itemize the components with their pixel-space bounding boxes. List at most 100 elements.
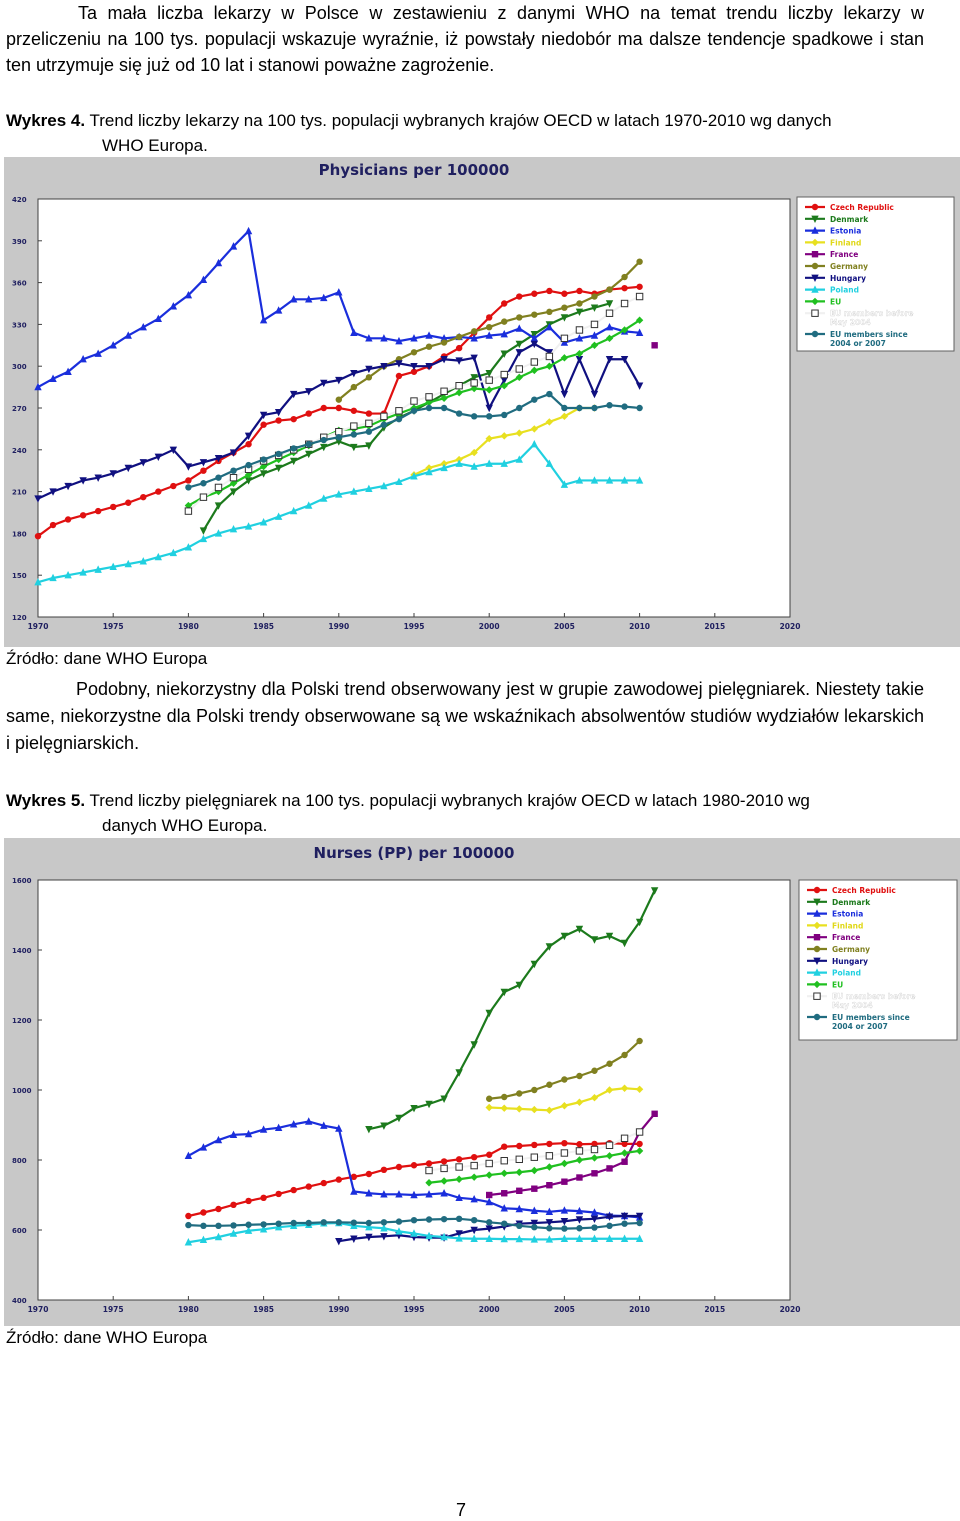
data-point (365, 1219, 373, 1227)
data-point (561, 1140, 568, 1147)
data-point (485, 1225, 493, 1233)
data-point (305, 441, 312, 448)
data-point (305, 450, 313, 459)
legend-label: France (832, 933, 860, 942)
data-point (486, 1191, 493, 1199)
series-estonia (34, 226, 644, 391)
data-point (455, 1230, 463, 1238)
legend-swatch-marker (811, 330, 819, 338)
data-point (575, 1206, 584, 1215)
data-point (335, 404, 342, 412)
y-tick-label: 330 (12, 321, 27, 329)
data-point (274, 512, 283, 520)
data-point (591, 293, 598, 300)
data-point (486, 323, 493, 331)
data-point (606, 402, 613, 409)
data-point (621, 1051, 628, 1059)
data-point (530, 334, 539, 342)
data-point (560, 334, 569, 343)
data-point (575, 1216, 584, 1224)
data-point (184, 501, 193, 510)
data-point (244, 1129, 253, 1138)
data-point (320, 443, 328, 452)
data-point (34, 577, 42, 586)
legend-label: Czech Republic (830, 203, 894, 212)
figure5-caption-line2: danych WHO Europa. (102, 816, 268, 835)
legend-swatch-marker (813, 886, 821, 894)
data-point (590, 1145, 599, 1154)
data-point (305, 410, 312, 417)
y-tick-label: 300 (12, 363, 27, 371)
data-point (244, 432, 253, 441)
data-point (501, 411, 508, 419)
data-point (289, 506, 298, 515)
data-point (545, 352, 554, 361)
data-point (455, 344, 463, 352)
data-point (485, 1234, 493, 1242)
data-point (530, 1166, 539, 1175)
data-point (260, 1221, 267, 1228)
data-point (530, 425, 539, 433)
x-tick-label: 2005 (554, 1305, 575, 1314)
data-point (410, 472, 418, 480)
data-point (94, 349, 102, 357)
data-point (621, 403, 628, 410)
data-point (425, 1231, 433, 1240)
data-point (425, 1216, 433, 1223)
data-point (470, 1226, 478, 1235)
data-point (530, 1219, 539, 1228)
y-tick-label: 420 (12, 196, 27, 204)
data-point (485, 1009, 493, 1018)
legend-swatch-marker (811, 262, 819, 270)
data-point (365, 1126, 373, 1134)
legend-swatch-marker (811, 251, 819, 258)
legend-item: EU members since 2004 or 2007 (805, 330, 908, 348)
data-point (199, 459, 208, 467)
legend-item: Hungary (807, 957, 868, 966)
data-point (635, 328, 644, 336)
data-point (259, 1225, 268, 1233)
data-point (274, 464, 283, 473)
data-point (485, 376, 493, 384)
x-tick-label: 1985 (253, 1305, 274, 1314)
data-point (425, 363, 433, 371)
data-point (501, 300, 508, 307)
data-point (169, 302, 178, 310)
data-point (560, 412, 569, 421)
legend-item: Czech Republic (807, 886, 896, 895)
data-point (365, 365, 373, 374)
data-point (185, 1221, 192, 1229)
legend-label: EU members before May 2004 (832, 992, 915, 1010)
legend-label: Germany (830, 262, 868, 271)
data-point (34, 532, 42, 540)
legend-item: Estonia (807, 909, 863, 919)
data-point (335, 1176, 342, 1183)
data-point (516, 1222, 523, 1229)
data-point (500, 1204, 508, 1212)
data-point (545, 943, 554, 951)
legend-item: Finland (805, 238, 861, 247)
legend-item: Poland (807, 968, 861, 978)
data-point (410, 334, 418, 342)
data-point (365, 1189, 373, 1197)
data-point (229, 479, 238, 487)
data-point (320, 1219, 327, 1226)
x-tick-label: 2015 (704, 622, 725, 631)
x-tick-label: 1995 (404, 1305, 425, 1314)
data-point (109, 562, 117, 571)
data-point (410, 1105, 418, 1113)
legend: Czech Republic Denmark Estonia Finland Franc… (796, 196, 955, 352)
legend-swatch-marker (811, 274, 819, 282)
data-point (275, 450, 282, 458)
figure4-caption-line1: Trend liczby lekarzy na 100 tys. populac… (89, 111, 832, 130)
data-point (605, 932, 614, 941)
data-point (515, 373, 523, 382)
y-tick-label: 400 (12, 1297, 27, 1305)
data-point (576, 1225, 583, 1232)
data-point (184, 290, 193, 299)
data-point (470, 413, 478, 420)
data-point (200, 480, 207, 487)
data-point (109, 341, 117, 349)
data-point (455, 1215, 463, 1222)
data-point (516, 293, 523, 300)
